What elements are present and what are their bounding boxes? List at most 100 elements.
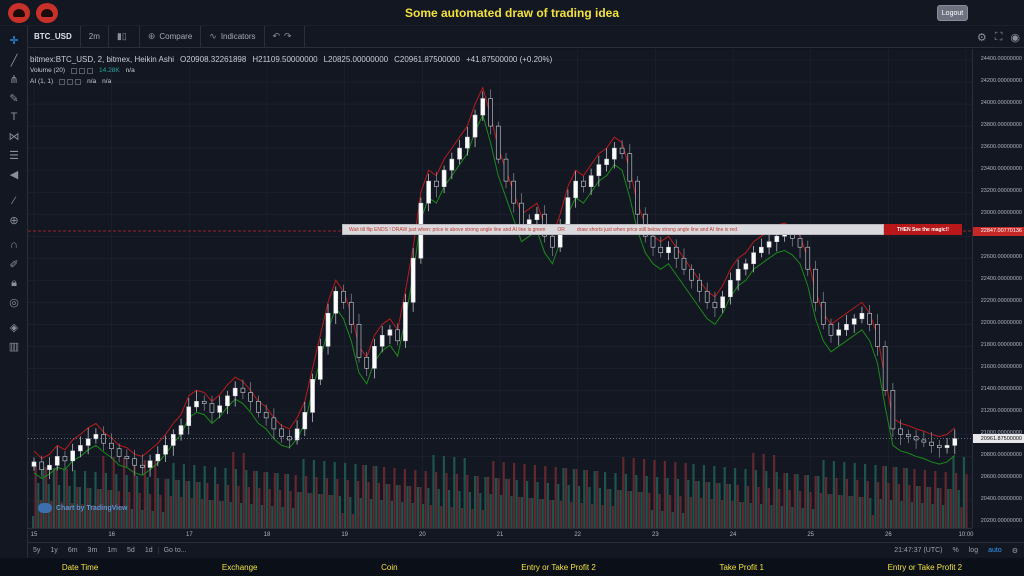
trendline-icon[interactable]: ╱ — [10, 54, 18, 67]
price-tick-label: 24000.00000000 — [980, 100, 1022, 107]
volume-bar — [845, 479, 848, 528]
crosshair-icon[interactable]: ✛ — [9, 34, 19, 47]
volume-bar — [497, 478, 500, 528]
tradingview-watermark[interactable]: Chart by TradingView — [38, 503, 127, 513]
volume-bar — [619, 490, 622, 528]
volume-bar — [383, 467, 386, 528]
candle — [372, 346, 377, 369]
auto-toggle[interactable]: auto — [988, 547, 1002, 554]
axis-settings-icon[interactable]: ⚙ — [1011, 547, 1018, 555]
volume-bar — [754, 470, 757, 528]
settings-icon[interactable]: ⚙ — [976, 31, 987, 44]
interval-selector[interactable]: 2m — [81, 25, 109, 48]
price-tick-label: 24400.00000000 — [980, 56, 1022, 62]
pencil-lock-icon[interactable]: ✐ — [9, 258, 19, 271]
volume-bar — [461, 508, 464, 528]
candle — [472, 114, 478, 138]
lock-icon[interactable]: 🔒︎ — [11, 276, 17, 289]
magnet-icon[interactable]: ∩ — [10, 239, 18, 251]
eye-icon[interactable]: ◎ — [9, 296, 19, 309]
undo-button[interactable]: ↶ ↷ — [265, 25, 305, 48]
volume-bar — [580, 503, 583, 528]
fullscreen-icon[interactable]: ⛶ — [994, 30, 1003, 43]
range-1m[interactable]: 1m — [107, 547, 118, 554]
trading-idea-banner: Wait till flip ENDS ! DRAW just when: pr… — [342, 224, 884, 235]
chart-style-button[interactable]: ▮▯ — [109, 25, 140, 48]
candle — [503, 158, 509, 182]
volume-label[interactable]: Volume (20) — [30, 67, 66, 74]
candles-icon: ▮▯ — [116, 31, 127, 41]
volume-bar — [81, 504, 84, 528]
candle — [913, 436, 919, 441]
camera-icon[interactable]: ◉ — [1010, 31, 1020, 44]
volume-bar — [172, 463, 175, 528]
volume-bar — [195, 482, 198, 528]
candle — [627, 153, 633, 182]
volume-bar — [440, 506, 443, 528]
volume-bar — [255, 471, 258, 528]
series-name[interactable]: bitmex:BTC_USD, 2, bitmex, Heikin Ashi — [30, 54, 175, 64]
utc-clock[interactable]: 21:47:37 (UTC) — [894, 547, 943, 554]
range-6m[interactable]: 6m — [67, 547, 78, 554]
range-1y[interactable]: 1y — [50, 547, 58, 554]
arrow-left-icon[interactable]: ◀ — [9, 168, 19, 181]
volume-bar — [762, 454, 765, 528]
candle — [441, 169, 447, 187]
trash-icon[interactable]: ▥ — [8, 340, 20, 353]
volume-bar — [258, 488, 261, 528]
volume-bar — [97, 489, 100, 528]
candle — [519, 202, 524, 226]
volume-bar — [523, 464, 526, 528]
ai-controls[interactable] — [59, 78, 82, 85]
volume-bar — [749, 503, 752, 528]
range-1d[interactable]: 1d — [144, 547, 153, 554]
volume-bar — [741, 502, 744, 528]
layers-icon[interactable]: ◈ — [9, 321, 19, 334]
time-axis[interactable]: 15 16 17 18 19 20 21 22 23 24 25 26 10:00 — [28, 528, 974, 542]
compare-button[interactable]: ⊕ Compare — [140, 25, 202, 48]
volume-bar — [315, 477, 318, 528]
volume-value: 14.28K — [99, 67, 120, 74]
range-5y[interactable]: 5y — [33, 547, 41, 554]
brush-icon[interactable]: ✎ — [9, 92, 19, 105]
volume-bar — [156, 478, 159, 528]
range-5d[interactable]: 5d — [127, 547, 135, 554]
indicators-button[interactable]: ∿ Indicators — [201, 25, 265, 48]
goto-button[interactable]: Go to... — [157, 547, 192, 554]
chart-legend: bitmex:BTC_USD, 2, bitmex, Heikin Ashi O… — [30, 53, 552, 87]
zoom-in-icon[interactable]: ⊕ — [9, 214, 19, 227]
volume-bar — [552, 500, 555, 528]
volume-bar — [445, 473, 448, 528]
ai-na-1: n/a — [87, 78, 97, 85]
pattern-icon[interactable]: ⋈ — [8, 130, 20, 143]
volume-bar — [146, 477, 149, 528]
compare-label: Compare — [159, 32, 193, 41]
pitchfork-icon[interactable]: ⋔ — [9, 73, 19, 86]
candle — [735, 268, 741, 281]
volume-bar — [866, 481, 869, 528]
candle — [271, 417, 277, 430]
logout-button[interactable]: Logout — [937, 5, 968, 21]
volume-bar — [442, 456, 445, 528]
volume-bar — [453, 457, 456, 528]
volume-bar — [320, 494, 323, 528]
volume-bar — [102, 456, 105, 528]
text-icon[interactable]: T — [10, 111, 18, 123]
price-chart[interactable] — [28, 49, 972, 528]
ai-label[interactable]: AI (1, 1) — [30, 78, 54, 85]
ohlc-row: bitmex:BTC_USD, 2, bitmex, Heikin Ashi O… — [30, 53, 552, 65]
price-axis[interactable]: 24400.00000000 24200.00000000 24000.000000… — [972, 49, 1024, 528]
volume-bar — [591, 504, 594, 528]
ruler-icon[interactable]: ⁄ — [13, 195, 15, 207]
range-3m[interactable]: 3m — [87, 547, 98, 554]
log-toggle[interactable]: log — [968, 547, 979, 554]
symbol-search[interactable]: BTC_USD — [0, 25, 81, 48]
price-tick-label: 20600.00000000 — [980, 474, 1022, 481]
volume-bar — [310, 493, 313, 528]
percent-toggle[interactable]: % — [952, 547, 959, 554]
fib-icon[interactable]: ☰ — [9, 149, 19, 162]
volume-bar — [250, 504, 253, 528]
volume-bar — [520, 497, 523, 528]
volume-controls[interactable] — [71, 67, 94, 74]
candle — [890, 390, 896, 430]
